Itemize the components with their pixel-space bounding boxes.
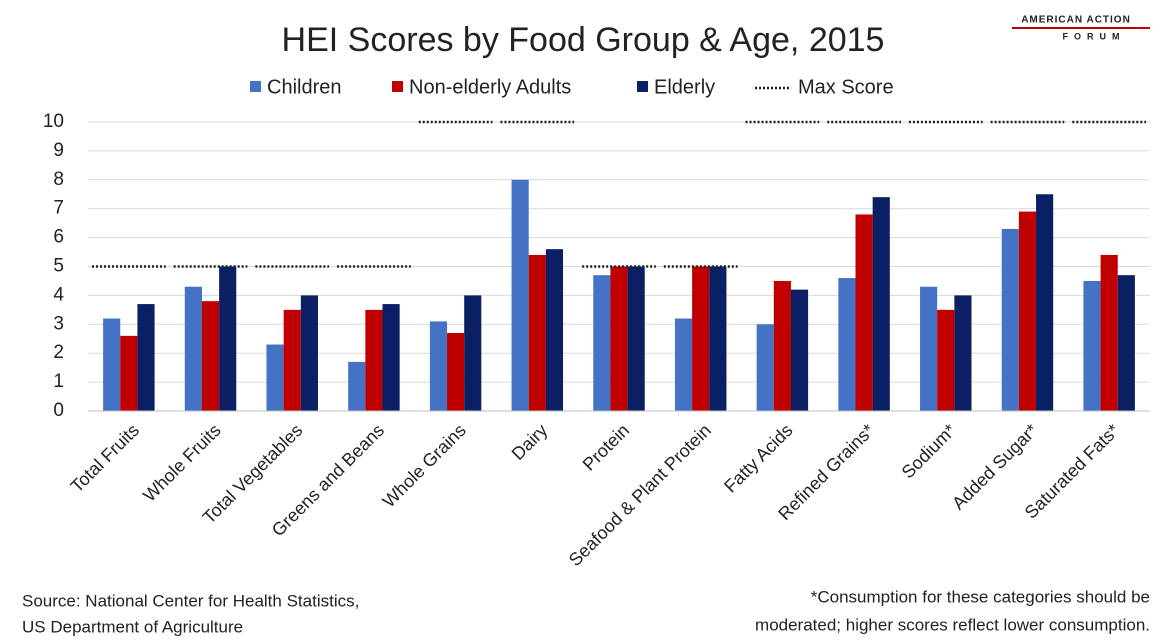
bar xyxy=(266,344,284,411)
y-tick-label: 8 xyxy=(53,169,64,190)
legend-label: Elderly xyxy=(654,76,715,98)
bar xyxy=(756,324,774,411)
bar xyxy=(511,179,529,411)
source: US Department of Agriculture xyxy=(22,617,243,636)
bar xyxy=(954,295,972,411)
y-tick-label: 0 xyxy=(53,400,64,421)
bar xyxy=(920,286,938,411)
bar xyxy=(545,249,564,411)
y-tick-label: 2 xyxy=(53,342,64,363)
bar xyxy=(1001,228,1019,411)
logo-bottom: FORUM xyxy=(1063,31,1126,41)
bar xyxy=(709,266,727,411)
footnote: moderated; higher scores reflect lower c… xyxy=(755,615,1150,634)
bar xyxy=(593,275,611,411)
legend-swatch xyxy=(392,81,403,92)
y-tick-label: 9 xyxy=(53,140,64,161)
y-tick-label: 7 xyxy=(53,198,64,219)
y-tick-label: 1 xyxy=(53,371,64,392)
bar xyxy=(365,309,383,411)
y-tick-label: 5 xyxy=(53,256,64,277)
bar xyxy=(137,304,155,411)
bar xyxy=(692,266,710,411)
source: Source: National Center for Health Stati… xyxy=(22,591,359,610)
bar xyxy=(429,321,448,411)
legend-label: Children xyxy=(267,76,341,98)
legend-swatch xyxy=(637,81,648,92)
bar xyxy=(283,309,301,411)
y-tick-label: 4 xyxy=(53,284,64,305)
bar xyxy=(219,266,237,411)
logo-top: AMERICAN ACTION xyxy=(1021,15,1131,26)
bar xyxy=(447,332,465,411)
bar xyxy=(1036,194,1054,411)
bar xyxy=(201,301,220,411)
legend-label: Non-elderly Adults xyxy=(409,76,571,98)
bar xyxy=(1083,280,1101,411)
legend-swatch xyxy=(250,81,261,92)
bar xyxy=(348,361,366,411)
bar xyxy=(528,254,546,411)
y-tick-label: 10 xyxy=(43,111,64,132)
bar xyxy=(1100,254,1118,411)
bar xyxy=(855,214,873,411)
bar xyxy=(838,278,856,411)
bar xyxy=(300,295,318,411)
bar xyxy=(184,286,202,411)
bar xyxy=(790,289,809,411)
footnote: *Consumption for these categories should… xyxy=(811,587,1150,606)
chart-title: HEI Scores by Food Group & Age, 2015 xyxy=(282,21,885,59)
bar xyxy=(1018,211,1037,411)
bar xyxy=(1117,275,1135,411)
bar xyxy=(610,266,628,411)
legend-label: Max Score xyxy=(798,76,894,98)
bar xyxy=(937,309,955,411)
bar xyxy=(120,335,138,411)
y-tick-label: 6 xyxy=(53,227,64,248)
y-tick-label: 3 xyxy=(53,313,64,334)
bar xyxy=(773,280,791,411)
bar xyxy=(674,318,693,411)
bar xyxy=(382,304,400,411)
bar xyxy=(872,197,890,411)
bar xyxy=(103,318,121,411)
bar xyxy=(627,266,645,411)
bar xyxy=(464,295,482,411)
